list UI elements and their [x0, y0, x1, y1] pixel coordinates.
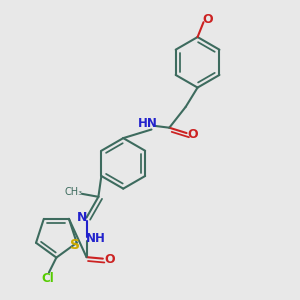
Text: N: N	[76, 211, 87, 224]
Text: S: S	[70, 238, 80, 252]
Text: O: O	[202, 13, 213, 26]
Text: O: O	[188, 128, 198, 141]
Text: CH₃: CH₃	[65, 188, 83, 197]
Text: NH: NH	[85, 232, 105, 245]
Text: Cl: Cl	[41, 272, 54, 286]
Text: O: O	[104, 253, 115, 266]
Text: HN: HN	[138, 117, 158, 130]
